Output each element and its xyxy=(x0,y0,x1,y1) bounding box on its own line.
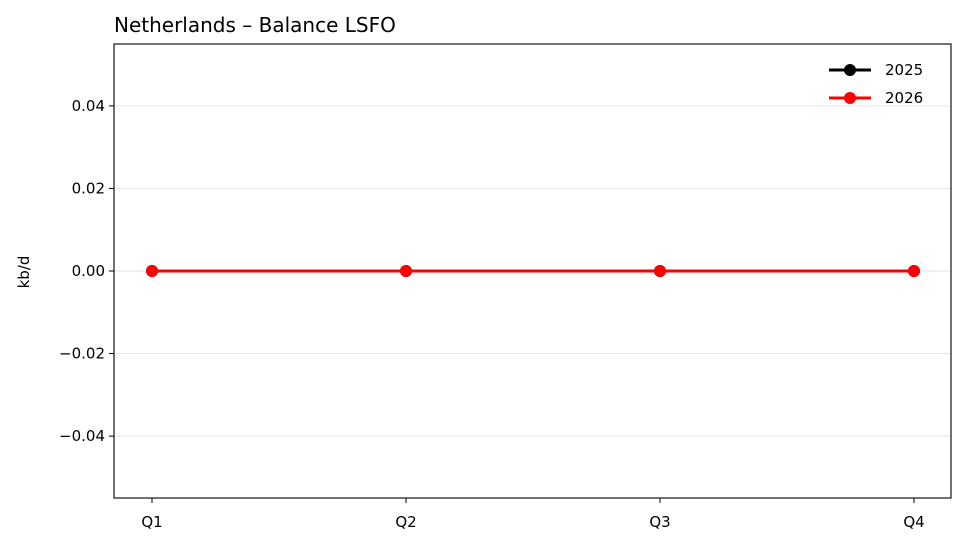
plot-frame xyxy=(113,43,952,499)
y-tick-label: −0.04 xyxy=(59,427,105,445)
series-2026 xyxy=(146,265,920,277)
series-layer xyxy=(146,265,920,277)
x-tick-label: Q1 xyxy=(141,513,162,531)
x-tick-label: Q2 xyxy=(395,513,416,531)
data-point xyxy=(654,265,666,277)
axes: −0.04 −0.02 0.00 0.02 0.04 Q1 Q2 Q3 Q4 xyxy=(59,97,925,531)
y-axis-label: kb/d xyxy=(15,256,33,289)
data-point xyxy=(400,265,412,277)
legend-label: 2025 xyxy=(885,61,923,79)
y-tick-label: 0.00 xyxy=(72,262,105,280)
y-tick-label: 0.04 xyxy=(72,97,105,115)
legend-marker xyxy=(844,92,856,104)
data-point xyxy=(146,265,158,277)
legend-label: 2026 xyxy=(885,89,923,107)
x-tick-label: Q3 xyxy=(649,513,670,531)
y-tick-label: 0.02 xyxy=(72,179,105,197)
legend-marker xyxy=(844,64,856,76)
legend-item: 2025 xyxy=(829,61,923,79)
chart-title: Netherlands – Balance LSFO xyxy=(114,13,396,37)
legend-item: 2026 xyxy=(829,89,923,107)
x-tick-label: Q4 xyxy=(903,513,924,531)
data-point xyxy=(908,265,920,277)
y-tick-label: −0.02 xyxy=(59,345,105,363)
legend: 2025 2026 xyxy=(829,61,923,107)
